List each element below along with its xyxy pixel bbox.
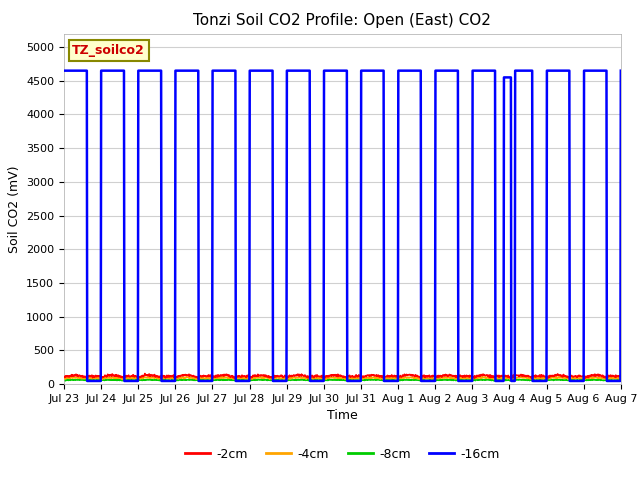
Y-axis label: Soil CO2 (mV): Soil CO2 (mV) [8, 165, 20, 252]
Title: Tonzi Soil CO2 Profile: Open (East) CO2: Tonzi Soil CO2 Profile: Open (East) CO2 [193, 13, 492, 28]
X-axis label: Time: Time [327, 409, 358, 422]
Legend: -2cm, -4cm, -8cm, -16cm: -2cm, -4cm, -8cm, -16cm [180, 443, 505, 466]
Text: TZ_soilco2: TZ_soilco2 [72, 44, 145, 57]
